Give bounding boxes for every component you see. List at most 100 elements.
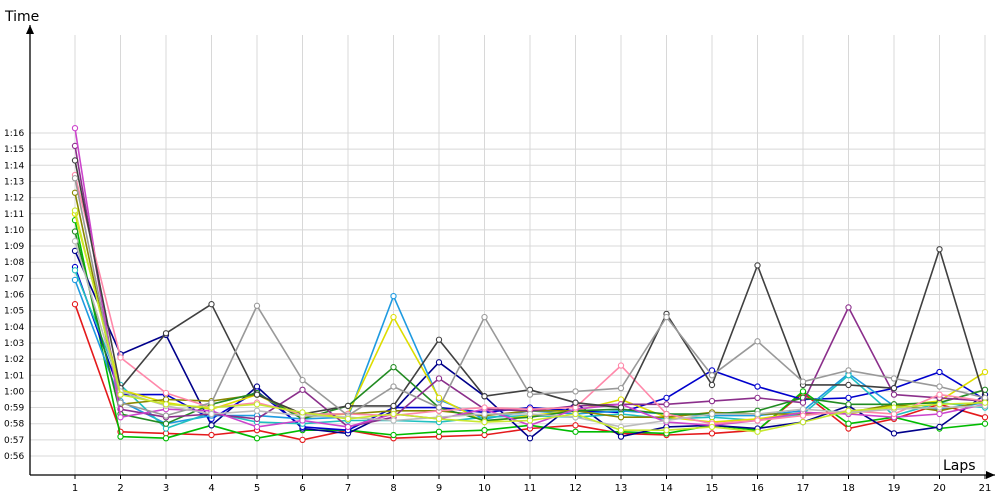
- y-tick-label: 1:02: [4, 355, 24, 365]
- data-point: [981, 420, 989, 427]
- data-point: [799, 406, 807, 413]
- data-point: [663, 427, 670, 434]
- data-point: [208, 410, 215, 418]
- data-point: [390, 410, 397, 418]
- data-point: [344, 423, 352, 431]
- y-tick-label: 1:13: [4, 177, 24, 187]
- data-point: [799, 399, 807, 406]
- data-point: [936, 246, 943, 253]
- data-point: [754, 428, 761, 435]
- series-1: [71, 301, 989, 443]
- data-point: [936, 391, 943, 398]
- y-tick-label: 0:58: [4, 420, 24, 430]
- data-point: [754, 262, 761, 269]
- data-point: [526, 391, 534, 398]
- data-point: [754, 417, 761, 424]
- data-point: [390, 364, 397, 371]
- data-point: [754, 394, 761, 402]
- data-point: [253, 435, 261, 442]
- data-point: [708, 381, 716, 389]
- y-tick-label: 1:08: [4, 258, 24, 268]
- y-tick-label: 1:09: [4, 242, 24, 252]
- data-point: [117, 354, 124, 361]
- data-point: [526, 417, 534, 424]
- x-tick-label: 19: [888, 483, 901, 494]
- data-point: [390, 431, 397, 439]
- data-point: [71, 267, 79, 274]
- data-point: [845, 420, 852, 427]
- x-tick-label: 15: [706, 483, 719, 494]
- data-point: [208, 431, 215, 439]
- data-point: [936, 423, 943, 431]
- x-tick-label: 4: [208, 483, 214, 494]
- y-tick-label: 1:00: [4, 387, 24, 397]
- data-point: [299, 436, 306, 443]
- data-point: [708, 430, 716, 437]
- y-tick-label: 0:56: [4, 452, 24, 462]
- data-point: [481, 313, 488, 321]
- data-point: [936, 410, 943, 418]
- y-tick-label: 1:10: [4, 226, 24, 236]
- data-point: [845, 381, 852, 389]
- data-point: [663, 417, 670, 424]
- data-point: [890, 391, 898, 398]
- y-tick-label: 1:07: [4, 274, 24, 284]
- x-tick-label: 8: [390, 483, 396, 494]
- x-axis-ticks: 1 2 3 4 5 6 7 8 9 10 11 12 13 14 15 16 17 18 19 20 21: [72, 483, 992, 494]
- data-point: [390, 383, 397, 390]
- x-tick-label: 3: [163, 483, 169, 494]
- data-point: [162, 389, 170, 397]
- y-tick-label: 1:03: [4, 339, 24, 349]
- data-point: [936, 368, 943, 376]
- data-point: [572, 428, 579, 435]
- x-tick-label: 5: [254, 483, 260, 494]
- data-point: [253, 401, 261, 408]
- data-point: [890, 385, 898, 392]
- data-point: [208, 301, 215, 308]
- y-tick-label: 1:05: [4, 307, 24, 317]
- y-tick-label: 1:06: [4, 291, 24, 301]
- x-tick-label: 9: [436, 483, 442, 494]
- data-point: [663, 410, 670, 418]
- data-point: [708, 372, 716, 379]
- data-point: [162, 330, 170, 337]
- data-point: [435, 428, 443, 435]
- data-point: [162, 401, 170, 408]
- data-point: [390, 313, 397, 321]
- y-tick-label: 0:57: [4, 436, 24, 446]
- data-point: [890, 375, 898, 382]
- data-point: [481, 427, 488, 434]
- y-axis-ticks: 0:56 0:57 0:58 0:59 1:00 1:01 1:02 1:03 1:04 1:05…: [4, 129, 24, 462]
- data-point: [754, 383, 761, 390]
- y-tick-label: 1:04: [4, 323, 24, 333]
- data-point: [435, 359, 443, 366]
- data-point: [162, 412, 170, 419]
- series-layer: [71, 125, 989, 443]
- data-point: [117, 433, 124, 440]
- data-point: [572, 410, 579, 418]
- data-point: [617, 404, 625, 411]
- x-tick-label: 14: [660, 483, 673, 494]
- x-tick-label: 6: [299, 483, 305, 494]
- data-point: [845, 304, 852, 311]
- data-point: [981, 414, 989, 421]
- data-point: [71, 175, 79, 182]
- data-point: [845, 407, 852, 414]
- data-point: [71, 238, 79, 245]
- data-point: [481, 393, 488, 400]
- data-point: [253, 302, 261, 309]
- data-point: [117, 414, 124, 421]
- x-tick-label: 1: [72, 483, 78, 494]
- axes: [26, 25, 995, 479]
- x-tick-label: 21: [979, 483, 992, 494]
- data-point: [208, 422, 215, 429]
- data-point: [572, 422, 579, 429]
- data-point: [435, 336, 443, 343]
- y-axis-title: Time: [4, 9, 39, 25]
- data-point: [435, 394, 443, 402]
- data-point: [617, 427, 625, 434]
- data-point: [981, 399, 989, 406]
- data-point: [754, 410, 761, 418]
- data-point: [617, 362, 625, 369]
- data-point: [435, 375, 443, 382]
